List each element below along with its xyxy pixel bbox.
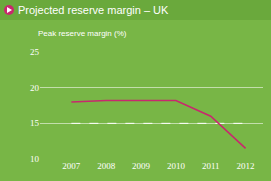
svg-text:10: 10 [30,154,40,164]
svg-text:2008: 2008 [97,161,116,171]
svg-text:Peak reserve margin (%): Peak reserve margin (%) [38,29,127,38]
svg-text:2007: 2007 [62,161,81,171]
svg-text:15: 15 [30,118,40,128]
svg-text:2009: 2009 [132,161,151,171]
html-text:Projected reserve margin – UK: Projected reserve margin – UK [18,4,169,16]
svg-text:2012: 2012 [237,161,255,171]
svg-text:2010: 2010 [167,161,186,171]
svg-text:2011: 2011 [202,161,220,171]
svg-text:25: 25 [30,47,40,57]
svg-text:20: 20 [30,83,40,93]
